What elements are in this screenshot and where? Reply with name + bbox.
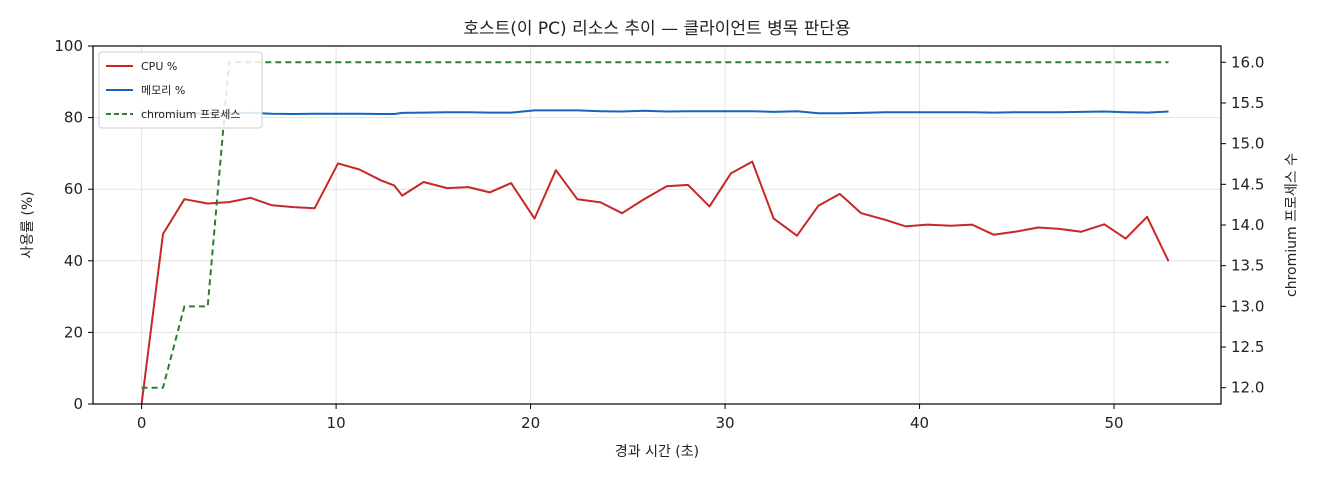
series-line-1: [141, 109, 1169, 115]
x-tick-label: 10: [327, 414, 346, 432]
y-tick-label: 60: [64, 180, 83, 198]
legend-label-0: CPU %: [141, 60, 177, 73]
y2-tick-label: 15.5: [1231, 94, 1264, 112]
legend-box: [98, 51, 263, 129]
y-axis-label: 사용률 (%): [20, 191, 36, 258]
x-tick-label: 0: [137, 414, 147, 432]
x-tick-label: 30: [716, 414, 735, 432]
y-tick-label: 40: [64, 252, 83, 270]
series-line-0: [140, 160, 1170, 405]
y2-tick-label: 14.0: [1231, 216, 1264, 234]
series-layer: [140, 61, 1170, 405]
axes: 0 10 20 30 40 50 0 20 40 60 80 100 12.0 12.5 13.0 13.5 1…: [54, 37, 1264, 432]
chart-title: 호스트(이 PC) 리소스 추이 — 클라이언트 병목 판단용: [463, 19, 850, 39]
x-tick-label: 40: [910, 414, 929, 432]
y-tick-label: 0: [73, 395, 83, 413]
legend-label-2: chromium 프로세스: [141, 108, 240, 121]
x-axis-label: 경과 시간 (초): [615, 444, 699, 460]
legend-label-1: 메모리 %: [141, 84, 185, 97]
y2-tick-label: 12.0: [1231, 379, 1264, 397]
y-tick-label: 100: [54, 37, 83, 55]
y2-tick-label: 16.0: [1231, 53, 1264, 71]
y2-tick-label: 14.5: [1231, 175, 1264, 193]
legend: CPU % 메모리 % chromium 프로세스: [98, 51, 263, 129]
y-tick-label: 20: [64, 323, 83, 341]
y2-tick-label: 13.0: [1231, 297, 1264, 315]
y2-tick-label: 15.0: [1231, 135, 1264, 153]
x-tick-label: 20: [521, 414, 540, 432]
y2-tick-label: 12.5: [1231, 338, 1264, 356]
y2-tick-label: 13.5: [1231, 257, 1264, 275]
y-tick-label: 80: [64, 109, 83, 127]
x-tick-label: 50: [1104, 414, 1123, 432]
y2-axis-label: chromium 프로세스 수: [1284, 153, 1300, 297]
